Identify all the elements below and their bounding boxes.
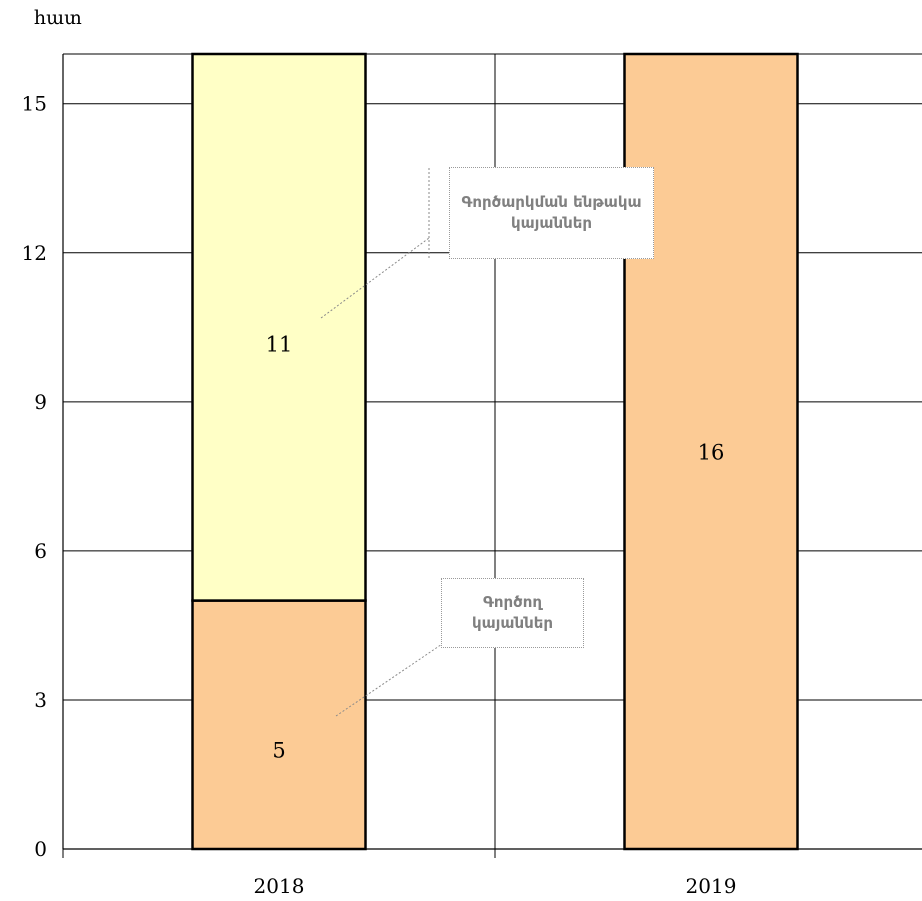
callout-planned-stations: Գործարկման ենթակա կայաններ (449, 167, 654, 259)
tick-labels: 0 3 6 9 12 15 2018 2019 (22, 92, 737, 898)
callout-operating-stations: Գործող կայաններ (441, 578, 584, 648)
y-tick-label: 9 (34, 390, 47, 414)
y-axis-unit-label: հատ (34, 7, 82, 29)
y-tick-label: 6 (34, 539, 47, 563)
leader-line-planned (320, 237, 430, 319)
callout-planned-stations-text: Գործարկման ենթակա կայաններ (461, 193, 642, 232)
bar-2018-series-1 (191, 52, 367, 602)
x-tick-label: 2018 (254, 874, 305, 898)
y-tick-label: 0 (34, 837, 47, 861)
data-label: 5 (272, 739, 285, 763)
data-labels: 5 11 16 (266, 333, 725, 763)
y-tick-label: 3 (34, 688, 47, 712)
bars (191, 52, 799, 851)
y-tick-label: 12 (22, 241, 47, 265)
leader-line-operating (335, 637, 452, 717)
bar-2018-series-0 (191, 599, 367, 851)
callout-operating-stations-text: Գործող կայաններ (472, 593, 553, 632)
data-label: 11 (266, 333, 293, 357)
y-tick-label: 15 (22, 92, 47, 116)
data-label: 16 (698, 441, 725, 465)
axes (62, 54, 922, 858)
x-tick-label: 2019 (686, 874, 737, 898)
callout-leader-lines (320, 168, 452, 717)
